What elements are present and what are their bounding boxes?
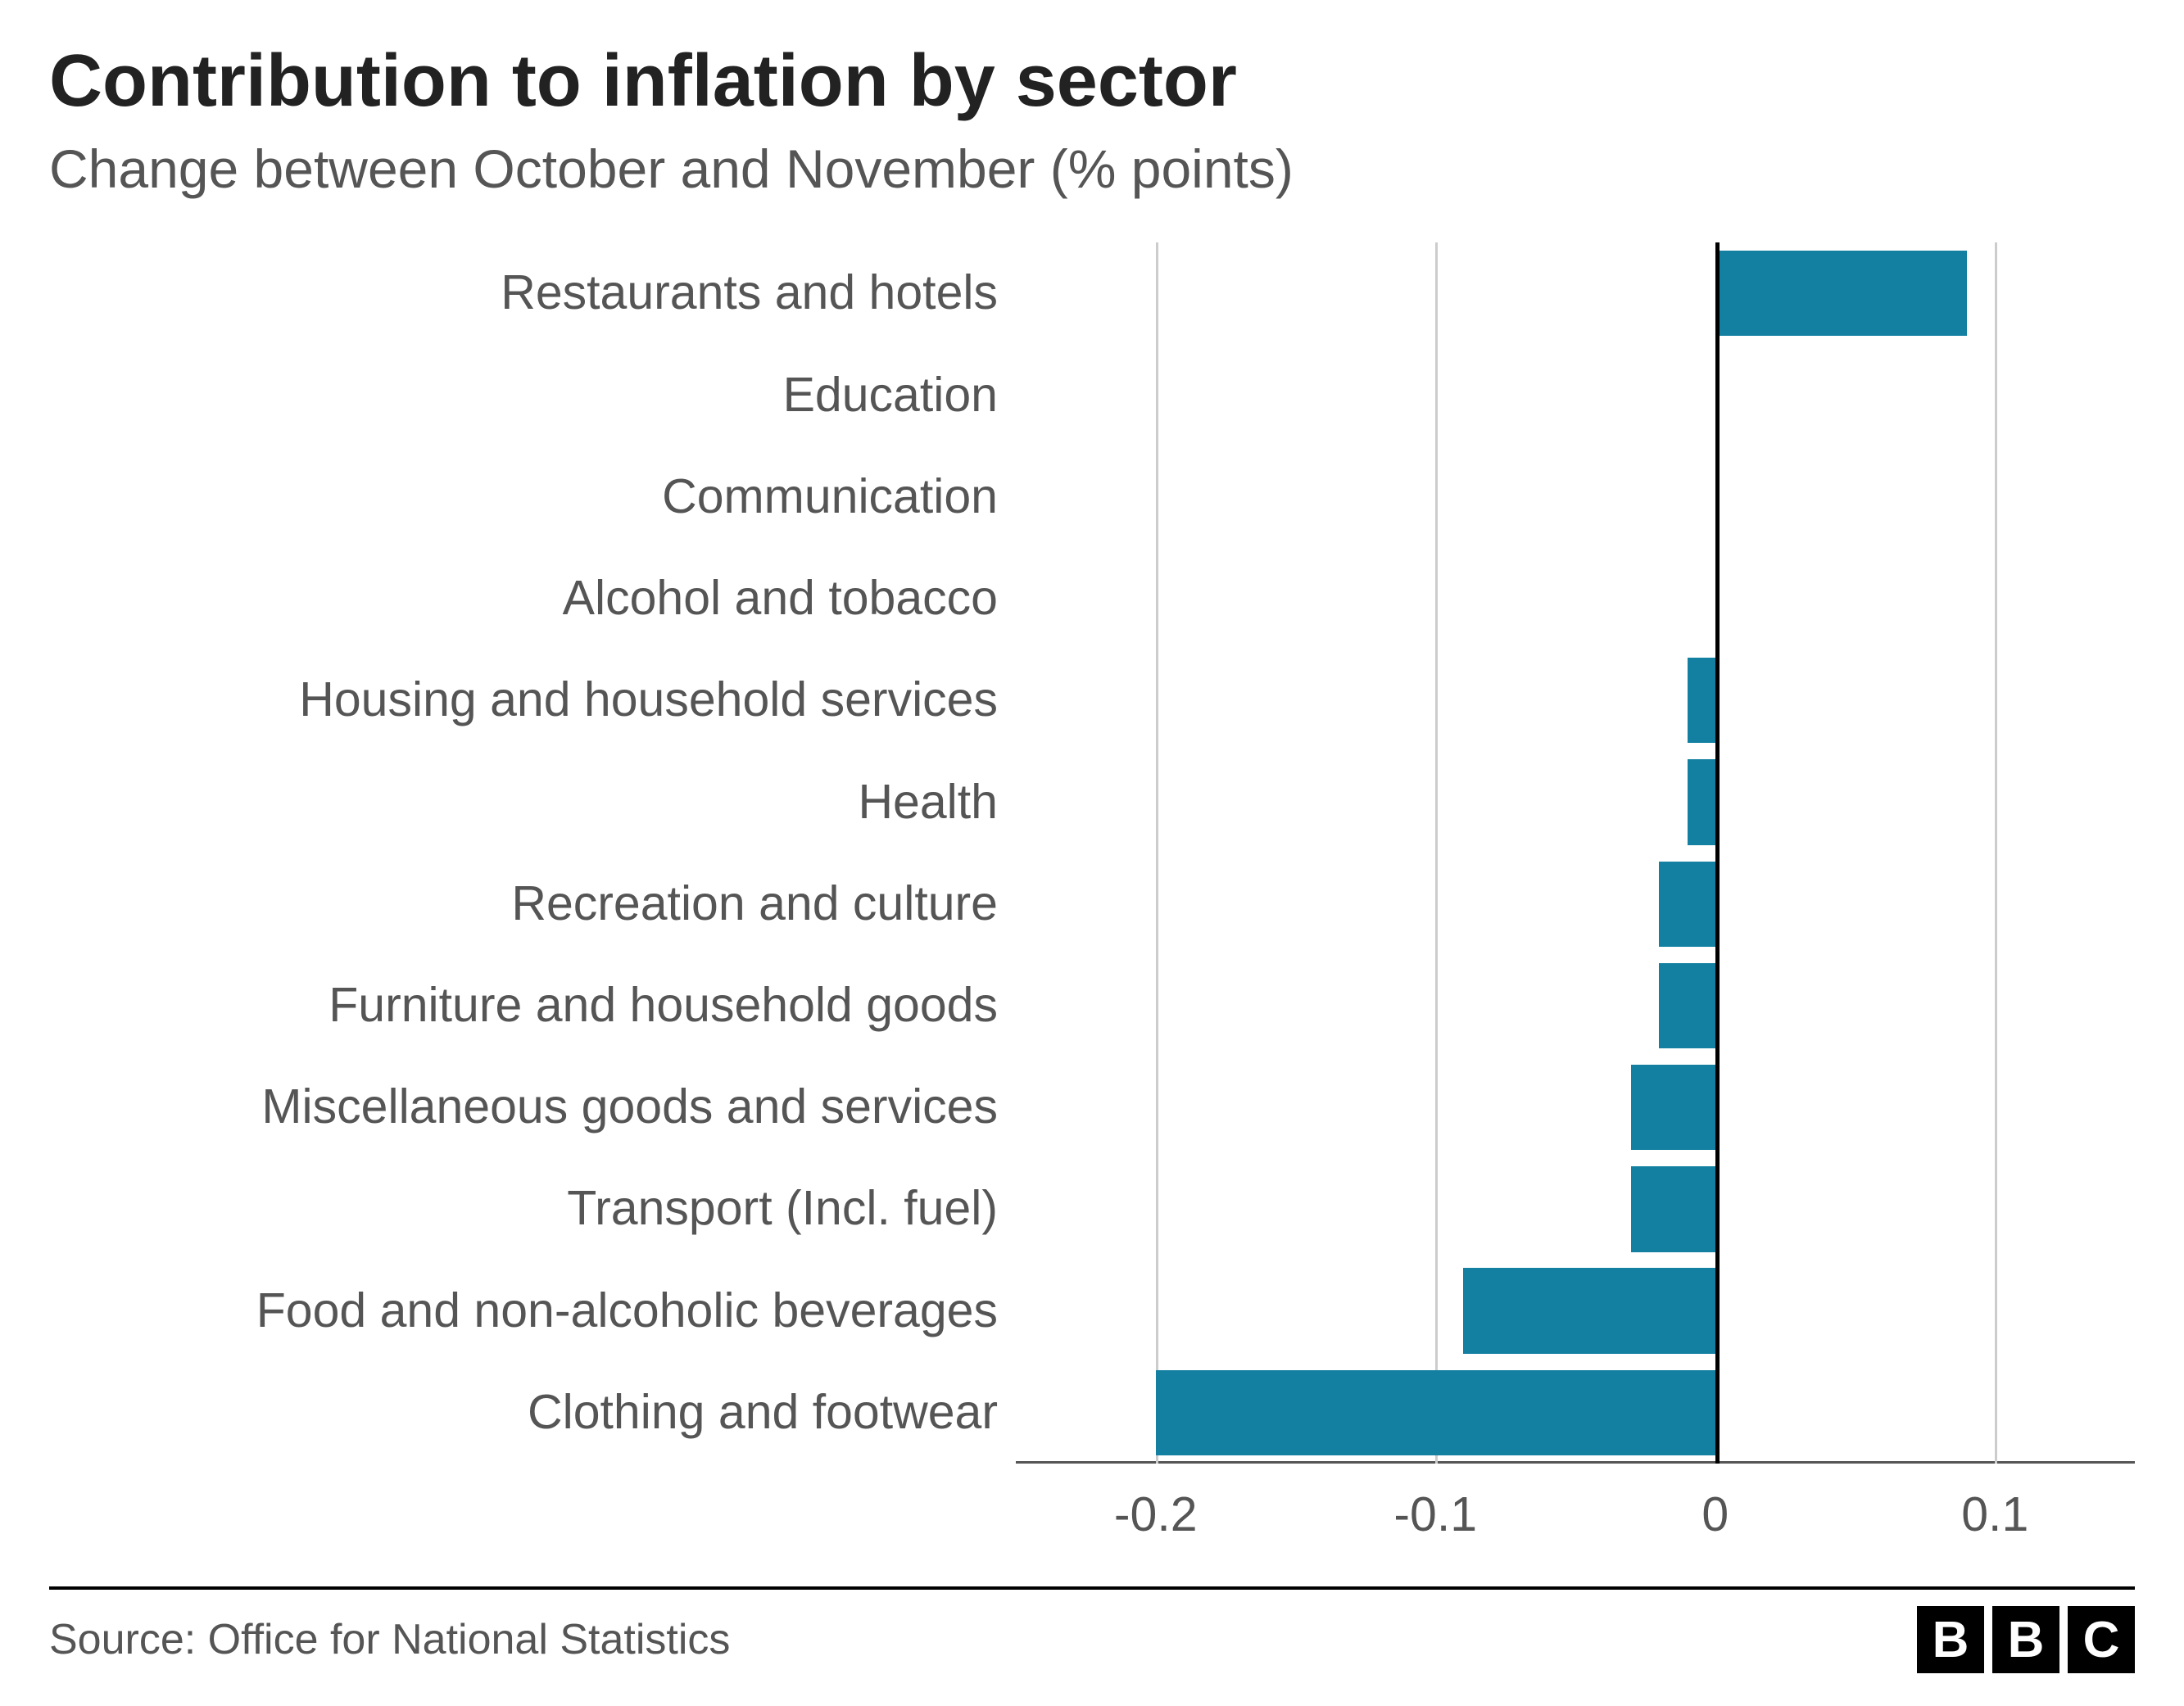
chart-body: Restaurants and hotelsEducationCommunica… bbox=[49, 242, 2135, 1464]
chart-footer: Source: Office for National Statistics B… bbox=[49, 1586, 2135, 1673]
bbc-logo: BBC bbox=[1917, 1606, 2135, 1673]
source-text: Source: Office for National Statistics bbox=[49, 1615, 730, 1664]
bar-row bbox=[1016, 548, 2135, 649]
category-labels-column: Restaurants and hotelsEducationCommunica… bbox=[49, 242, 1016, 1464]
bar-row bbox=[1016, 242, 2135, 344]
category-label: Clothing and footwear bbox=[49, 1362, 1016, 1464]
bar bbox=[1631, 1065, 1715, 1150]
bar bbox=[1156, 1370, 1715, 1455]
bar bbox=[1659, 862, 1715, 947]
x-axis-ticks-inner: -0.2 -0.1 0 0.1 bbox=[1016, 1472, 2135, 1562]
logo-letter: C bbox=[2068, 1606, 2135, 1673]
chart-title: Contribution to inflation by sector bbox=[49, 41, 2135, 122]
category-label: Communication bbox=[49, 446, 1016, 548]
x-tick-label: -0.2 bbox=[1114, 1487, 1198, 1542]
category-label: Miscellaneous goods and services bbox=[49, 1057, 1016, 1158]
bar-row bbox=[1016, 751, 2135, 853]
x-axis-ticks: -0.2 -0.1 0 0.1 bbox=[49, 1472, 2135, 1562]
bar-row bbox=[1016, 853, 2135, 955]
category-label: Furniture and household goods bbox=[49, 955, 1016, 1057]
bar-row bbox=[1016, 1057, 2135, 1158]
category-label: Housing and household services bbox=[49, 649, 1016, 751]
bar-row bbox=[1016, 1362, 2135, 1464]
zero-line bbox=[1715, 242, 1720, 1464]
bar-row bbox=[1016, 344, 2135, 446]
logo-letter: B bbox=[1917, 1606, 1984, 1673]
bar-row bbox=[1016, 1158, 2135, 1260]
chart-container: Contribution to inflation by sector Chan… bbox=[0, 0, 2184, 1706]
bar bbox=[1715, 251, 1967, 336]
bar-row bbox=[1016, 955, 2135, 1057]
chart-area: Restaurants and hotelsEducationCommunica… bbox=[49, 242, 2135, 1562]
category-label: Transport (Incl. fuel) bbox=[49, 1158, 1016, 1260]
bar-row bbox=[1016, 446, 2135, 548]
category-label: Recreation and culture bbox=[49, 853, 1016, 955]
bar bbox=[1631, 1166, 1715, 1251]
x-tick-label: -0.1 bbox=[1393, 1487, 1477, 1542]
chart-subtitle: Change between October and November (% p… bbox=[49, 137, 2135, 201]
bar-row bbox=[1016, 649, 2135, 751]
bar bbox=[1659, 963, 1715, 1048]
category-label: Education bbox=[49, 344, 1016, 446]
plot-area bbox=[1016, 242, 2135, 1464]
x-tick-label: 0 bbox=[1701, 1487, 1729, 1542]
bar bbox=[1688, 658, 1715, 743]
category-label: Restaurants and hotels bbox=[49, 242, 1016, 344]
category-label: Food and non-alcoholic beverages bbox=[49, 1260, 1016, 1362]
bar bbox=[1463, 1268, 1715, 1353]
bar bbox=[1688, 759, 1715, 844]
bar-row bbox=[1016, 1260, 2135, 1362]
logo-letter: B bbox=[1992, 1606, 2059, 1673]
category-label: Health bbox=[49, 751, 1016, 853]
category-label: Alcohol and tobacco bbox=[49, 548, 1016, 649]
bars-layer bbox=[1016, 242, 2135, 1464]
x-tick-label: 0.1 bbox=[1961, 1487, 2028, 1542]
